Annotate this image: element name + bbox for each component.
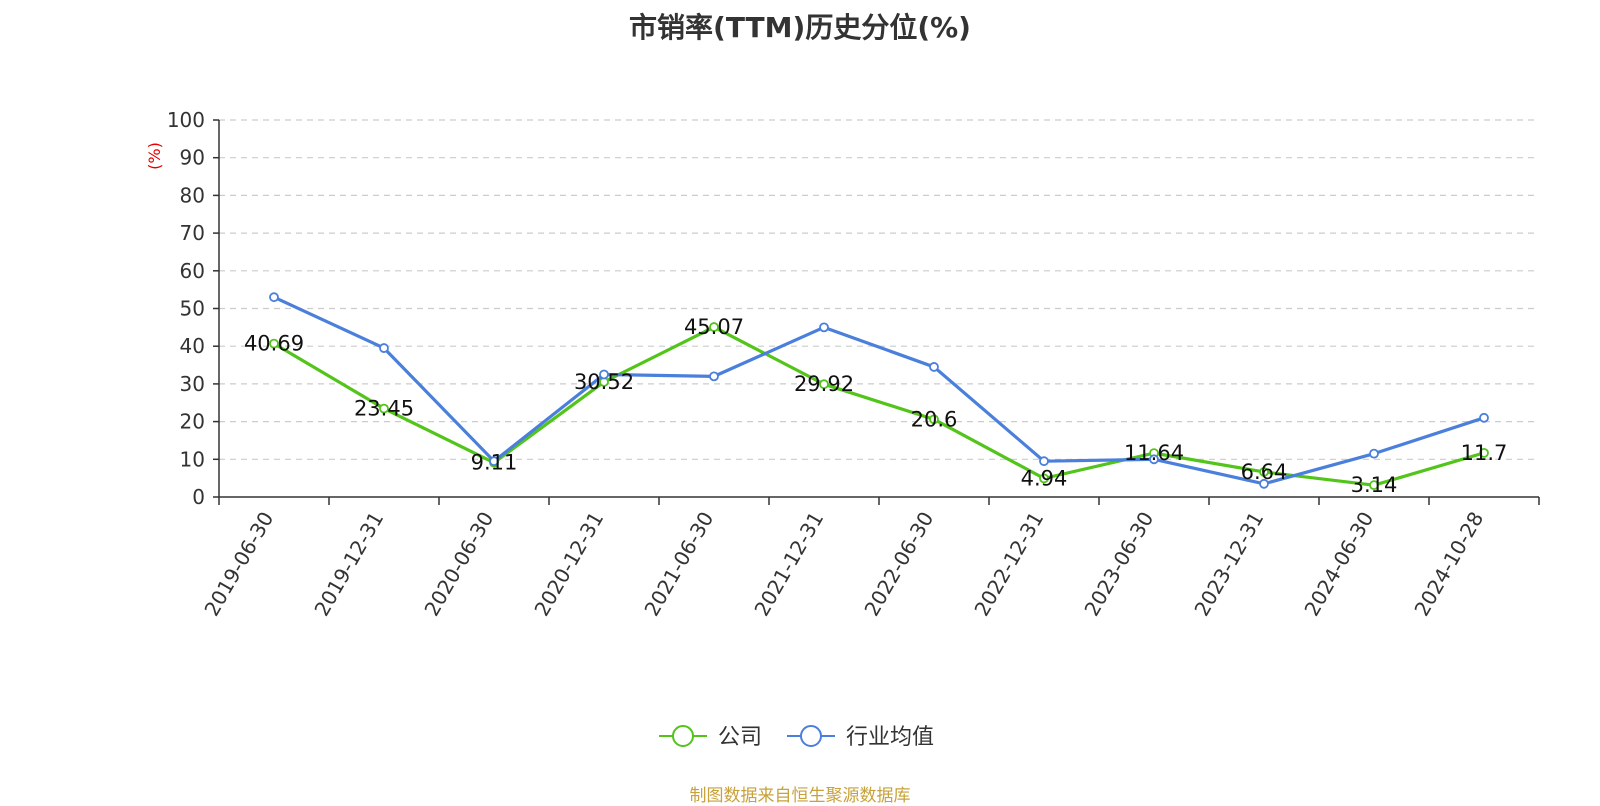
source-note: 制图数据来自恒生聚源数据库 xyxy=(689,786,911,806)
data-label: 40.69 xyxy=(244,332,304,356)
data-label: 9.11 xyxy=(471,451,518,475)
data-point xyxy=(269,292,279,303)
data-point xyxy=(379,403,389,414)
data-point xyxy=(1479,447,1489,458)
data-label: 11.7 xyxy=(1461,441,1508,465)
data-label: 3.14 xyxy=(1351,473,1398,497)
chart-title: 市销率(TTM)历史分位(%) xyxy=(629,11,971,44)
legend-industry-average-label: 行业均值 xyxy=(846,725,934,750)
data-point xyxy=(1039,473,1049,484)
data-point xyxy=(929,414,939,425)
data-point xyxy=(1149,454,1159,465)
y-tick-label: 70 xyxy=(180,221,205,245)
x-tick-label: 2021-12-31 xyxy=(749,508,828,621)
data-point xyxy=(1259,478,1269,489)
data-label: 23.45 xyxy=(354,397,414,421)
data-label: 20.6 xyxy=(911,407,958,431)
x-tick-label: 2022-06-30 xyxy=(859,508,938,621)
data-point xyxy=(599,369,609,380)
data-label: 45.07 xyxy=(684,315,744,339)
grid-lines xyxy=(219,119,1539,460)
legend-company-marker-icon xyxy=(672,725,694,747)
data-label: 11.64 xyxy=(1124,441,1184,465)
x-tick-label: 2020-06-30 xyxy=(419,508,498,621)
data-labels: 40.69 23.45 9.11 30.52 45.07 29.92 20.6 4.94 11.… xyxy=(244,315,1507,497)
series-line-industry-average xyxy=(273,295,1485,486)
x-tick-label: 2021-06-30 xyxy=(639,508,718,621)
data-point xyxy=(709,322,719,332)
data-point xyxy=(1479,412,1489,423)
data-point xyxy=(1369,448,1379,459)
y-tick-label: 40 xyxy=(180,334,205,358)
x-tick-label: 2020-12-31 xyxy=(529,508,608,621)
x-tick-label: 2019-06-30 xyxy=(199,508,278,621)
y-tick-label: 50 xyxy=(180,297,205,321)
data-point xyxy=(489,456,499,467)
y-tick-label: 90 xyxy=(180,146,205,170)
x-tick-label: 2022-12-31 xyxy=(969,508,1048,621)
y-tick-label: 60 xyxy=(180,259,205,283)
data-point xyxy=(1039,456,1049,467)
series-lines xyxy=(269,292,1489,491)
x-tick-label: 2019-12-31 xyxy=(309,508,388,621)
data-point xyxy=(379,343,389,353)
axes: 0 10 20 30 40 50 60 70 80 90 100 2019-06-30 2019-12-… xyxy=(167,108,1540,621)
data-point xyxy=(269,338,279,349)
legend-industry-average-marker-icon xyxy=(800,725,822,747)
y-tick-label: 20 xyxy=(180,410,205,434)
data-label: 30.52 xyxy=(574,370,634,394)
y-tick-label: 80 xyxy=(180,183,205,207)
data-point xyxy=(819,322,829,333)
data-point xyxy=(929,362,939,372)
data-point xyxy=(1259,467,1269,477)
y-tick-label: 100 xyxy=(167,108,205,132)
series-line-company xyxy=(273,325,1485,487)
data-label: 29.92 xyxy=(794,372,854,396)
legend: 公司 行业均值 xyxy=(659,725,934,750)
legend-company-label: 公司 xyxy=(718,725,762,750)
y-tick-label: 10 xyxy=(180,447,205,471)
y-tick-label: 30 xyxy=(180,372,205,396)
data-label: 4.94 xyxy=(1021,466,1068,490)
data-label: 6.64 xyxy=(1241,460,1288,484)
x-tick-label: 2023-06-30 xyxy=(1079,508,1158,621)
data-point xyxy=(709,371,719,382)
y-tick-label: 0 xyxy=(192,485,205,509)
x-tick-label: 2023-12-31 xyxy=(1189,508,1268,621)
x-tick-label: 2024-10-28 xyxy=(1409,508,1488,621)
y-axis-title: (%) xyxy=(145,142,164,170)
data-point xyxy=(819,379,829,390)
data-point xyxy=(1369,480,1379,491)
x-tick-label: 2024-06-30 xyxy=(1299,508,1378,621)
